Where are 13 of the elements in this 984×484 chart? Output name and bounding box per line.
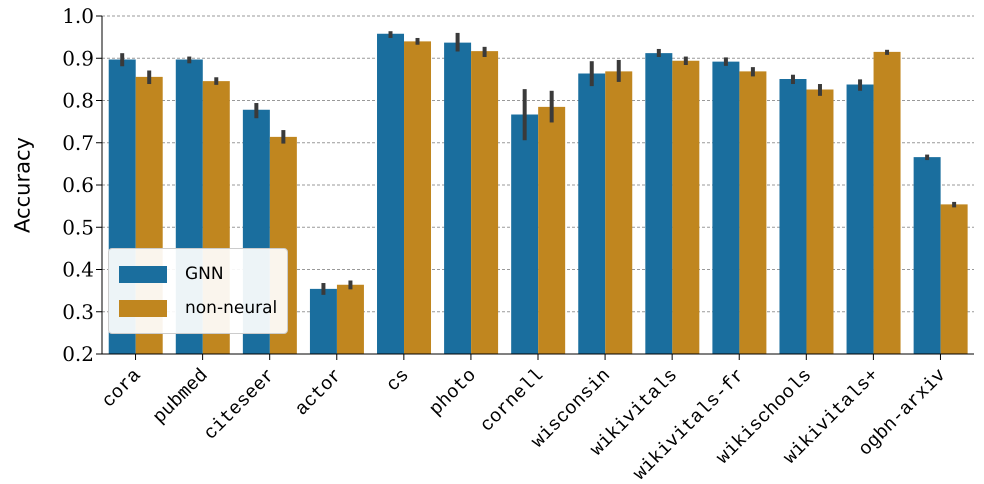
y-tick-label: 0.5 <box>62 215 94 240</box>
y-tick-label: 1.0 <box>62 4 94 28</box>
y-tick-label: 0.6 <box>62 173 94 198</box>
x-tick-label: cs <box>382 364 414 396</box>
legend-label: GNN <box>185 264 224 284</box>
y-tick-label: 0.7 <box>62 130 94 155</box>
y-tick-label: 0.8 <box>62 88 94 113</box>
y-tick-label: 0.2 <box>62 342 94 366</box>
y-tick-label: 0.4 <box>62 258 94 282</box>
legend-label: non-neural <box>185 298 278 318</box>
y-axis-title: Accuracy <box>10 137 34 233</box>
y-tick-label: 0.9 <box>62 46 94 70</box>
y-tick-label: 0.3 <box>62 300 94 324</box>
